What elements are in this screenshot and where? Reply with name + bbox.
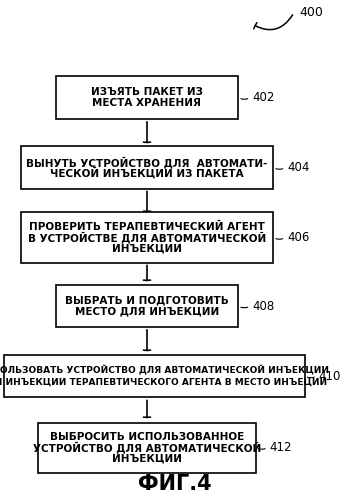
Text: ДЛЯ ИНЪЕКЦИИ ТЕРАПЕВТИЧЕСКОГО АГЕНТА В МЕСТО ИНЪЕЦИИ: ДЛЯ ИНЪЕКЦИИ ТЕРАПЕВТИЧЕСКОГО АГЕНТА В М… [0,377,328,386]
FancyBboxPatch shape [56,284,238,327]
Text: ВЫБРАТЬ И ПОДГОТОВИТЬ: ВЫБРАТЬ И ПОДГОТОВИТЬ [65,296,229,306]
Text: ИНЪЕКЦИИ: ИНЪЕКЦИИ [112,244,182,254]
Text: ПРОВЕРИТЬ ТЕРАПЕВТИЧЕСКИЙ АГЕНТ: ПРОВЕРИТЬ ТЕРАПЕВТИЧЕСКИЙ АГЕНТ [29,222,265,232]
Text: 412: 412 [270,441,292,454]
Text: В УСТРОЙСТВЕ ДЛЯ АВТОМАТИЧЕСКОЙ: В УСТРОЙСТВЕ ДЛЯ АВТОМАТИЧЕСКОЙ [28,232,266,243]
Text: ЧЕСКОЙ ИНЪЕКЦИИ ИЗ ПАКЕТА: ЧЕСКОЙ ИНЪЕКЦИИ ИЗ ПАКЕТА [50,167,244,179]
Text: ИЗЪЯТЬ ПАКЕТ ИЗ: ИЗЪЯТЬ ПАКЕТ ИЗ [91,87,203,97]
Text: 404: 404 [287,161,309,174]
Text: ВЫБРОСИТЬ ИСПОЛЬЗОВАННОЕ: ВЫБРОСИТЬ ИСПОЛЬЗОВАННОЕ [50,432,244,442]
FancyBboxPatch shape [21,212,273,262]
FancyBboxPatch shape [56,76,238,118]
FancyBboxPatch shape [38,422,256,472]
Text: МЕСТА ХРАНЕНИЯ: МЕСТА ХРАНЕНИЯ [92,98,202,108]
FancyBboxPatch shape [21,146,273,188]
FancyBboxPatch shape [4,355,304,397]
Text: ВЫНУТЬ УСТРОЙСТВО ДЛЯ  АВТОМАТИ-: ВЫНУТЬ УСТРОЙСТВО ДЛЯ АВТОМАТИ- [26,156,268,168]
Text: 410: 410 [318,370,341,382]
Text: МЕСТО ДЛЯ ИНЪЕКЦИИ: МЕСТО ДЛЯ ИНЪЕКЦИИ [75,306,219,316]
Text: 402: 402 [252,91,274,104]
Text: ФИГ.4: ФИГ.4 [138,474,212,494]
Text: 408: 408 [252,300,274,312]
Text: 406: 406 [287,231,309,244]
Text: УСТРОЙСТВО ДЛЯ АВТОМАТИЧЕСКОЙ: УСТРОЙСТВО ДЛЯ АВТОМАТИЧЕСКОЙ [33,442,261,454]
Text: ИСПОЛЬЗОВАТЬ УСТРОЙСТВО ДЛЯ АВТОМАТИЧЕСКОЙ ИНЪЕКЦИИ: ИСПОЛЬЗОВАТЬ УСТРОЙСТВО ДЛЯ АВТОМАТИЧЕСК… [0,366,329,376]
Text: 400: 400 [299,6,323,19]
Text: ИНЪЕКЦИИ: ИНЪЕКЦИИ [112,454,182,464]
